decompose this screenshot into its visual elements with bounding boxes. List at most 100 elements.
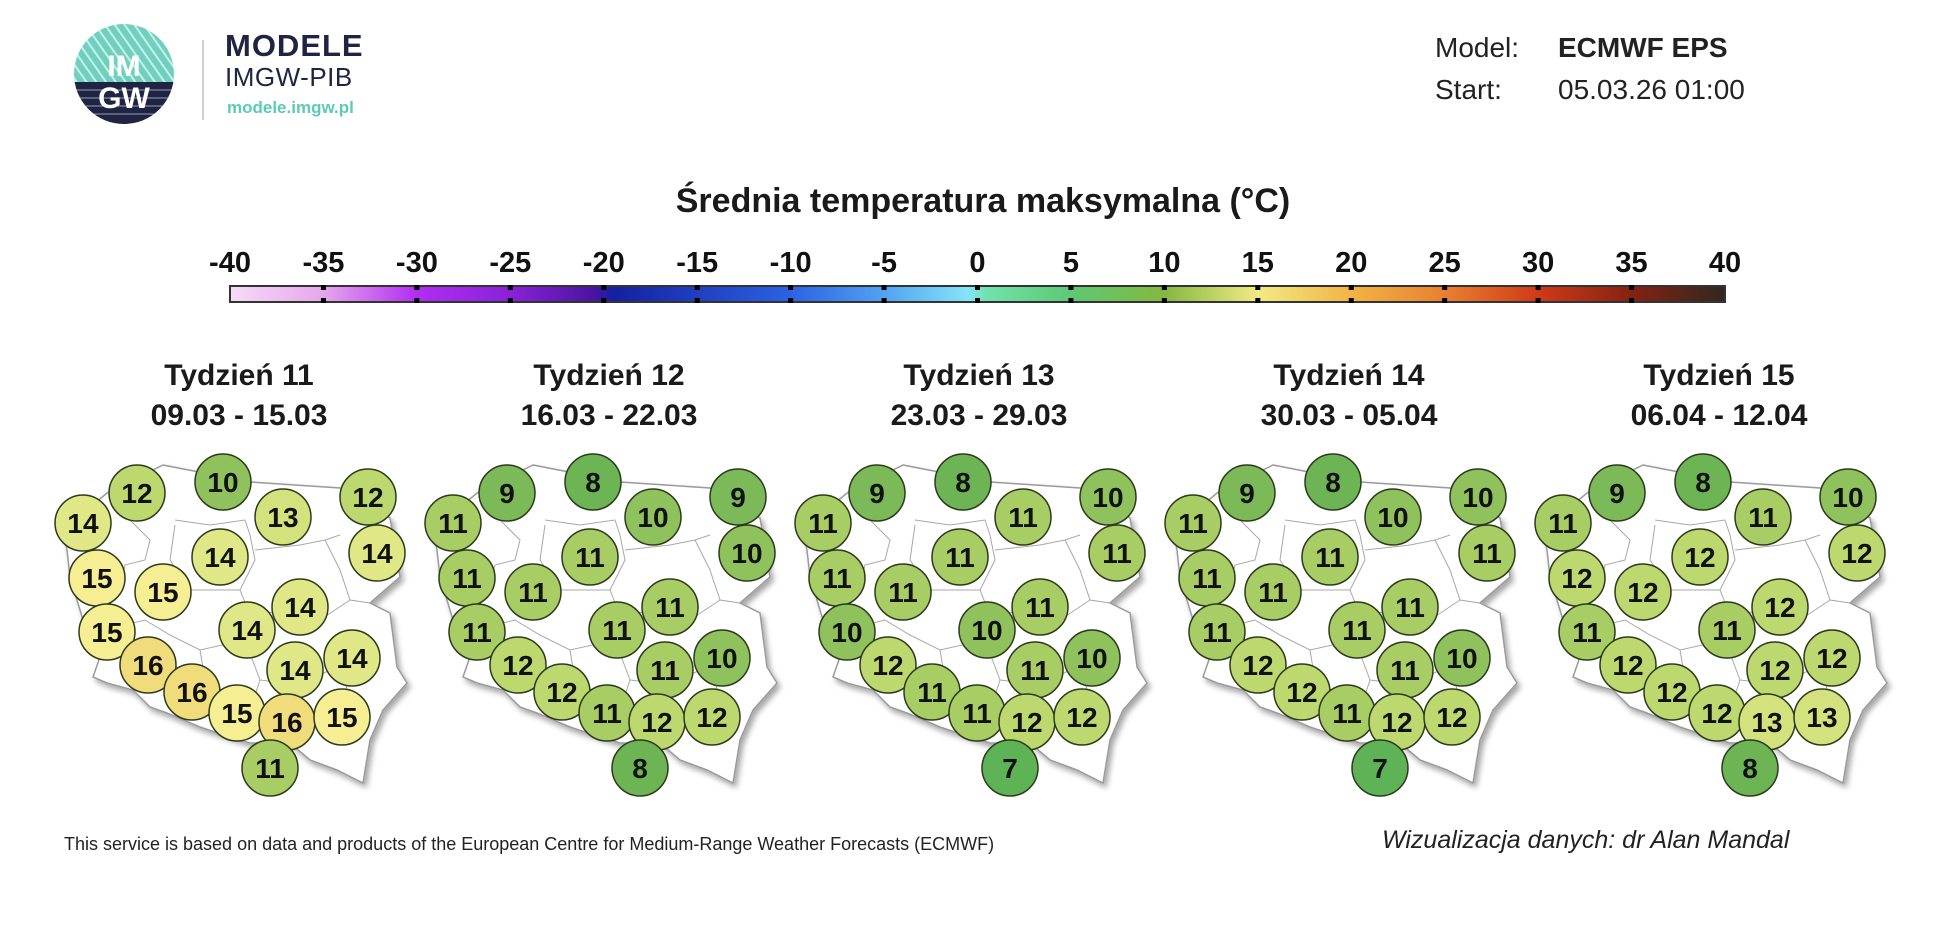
temperature-value: 12 [1066,702,1097,733]
temperature-marker: 9 [478,464,536,522]
colorbar-tick-label: -15 [676,247,718,279]
temperature-marker: 10 [1819,468,1877,526]
colorbar-tick [414,298,420,303]
colorbar-tick [1161,285,1167,290]
temperature-marker: 11 [1244,563,1302,621]
poland-map: 9 8 11 10 9 11 10 11 11 11 11 11 12 11 10 12 11 12 12 8 [424,453,778,797]
temperature-marker: 12 [1614,563,1672,621]
temperature-value: 16 [132,650,163,681]
temperature-marker: 11 [1534,494,1592,552]
brand-title: MODELE [225,28,364,63]
temperature-circle [1381,578,1439,636]
brand-url[interactable]: modele.imgw.pl [227,98,354,117]
colorbar-tick [1535,285,1541,290]
temperature-marker: 9 [1588,464,1646,522]
model-value: ECMWF EPS [1558,32,1728,63]
colorbar-tick-label: -35 [302,247,344,279]
colorbar-tick [320,285,326,290]
temperature-marker: 11 [241,739,299,797]
temperature-value: 12 [1684,542,1715,573]
temperature-value: 10 [1832,482,1863,513]
temperature-circle [1674,453,1732,511]
temperature-marker: 11 [1164,494,1222,552]
temperature-marker: 10 [1079,468,1137,526]
colorbar-tick [694,285,700,290]
region-border [1284,519,1361,536]
colorbar-tick [1535,298,1541,303]
colorbar-tick [975,285,980,290]
temperature-circle [1244,563,1302,621]
temperature-marker: 11 [1088,524,1146,582]
temperature-circle [504,563,562,621]
region-border [1804,539,1851,604]
temperature-marker: 15 [78,603,136,661]
colorbar-tick-label: 10 [1148,247,1180,279]
colorbar-tick [1255,285,1261,290]
poland-map: 9 8 11 10 10 11 11 11 11 11 11 11 12 11 10 12 11 12 12 7 [1164,453,1518,797]
temperature-value: 11 [808,508,838,539]
region-border [324,539,371,604]
temperature-marker: 11 [448,603,506,661]
temperature-value: 10 [637,502,668,533]
temperature-marker: 11 [1318,684,1376,742]
temperature-circle [1229,636,1287,694]
temperature-marker: 12 [1671,528,1729,586]
region-border [1734,534,1821,551]
temperature-value: 14 [279,655,311,686]
temperature-marker: 12 [1548,549,1606,607]
temperature-value: 11 [575,542,605,573]
week-title: Tydzień 13 [903,359,1055,392]
temperature-value: 15 [91,617,122,648]
temperature-marker: 10 [624,488,682,546]
temperature-circle [1011,578,1069,636]
colorbar-tick [601,298,607,303]
colorbar-tick [1348,298,1354,303]
temperature-circle [564,453,622,511]
colorbar-tick-label: 15 [1242,247,1274,279]
temperature-circle [1721,739,1779,797]
temperature-marker: 12 [533,663,591,721]
colorbar-tick [507,298,513,303]
temperature-circle [1803,629,1861,687]
week-title: Tydzień 15 [1643,359,1795,392]
temperature-circle [1079,468,1137,526]
temperature-circle [241,739,299,797]
temperature-value: 10 [831,617,862,648]
region-border [914,519,991,536]
colorbar-tick-label: -40 [209,247,251,279]
temperature-circle [561,528,619,586]
temperature-marker: 12 [108,464,166,522]
temperature-marker: 9 [848,464,906,522]
temperature-circle [994,488,1052,546]
colorbar-tick-label: 35 [1615,247,1647,279]
temperature-value: 11 [822,563,852,594]
temperature-circle [478,464,536,522]
region-border [624,534,711,551]
region-border [254,534,341,551]
temperature-marker: 14 [266,641,324,699]
temperature-marker: 10 [1063,629,1121,687]
temperature-circle [424,494,482,552]
temperature-value: 10 [1092,482,1123,513]
temperature-value: 13 [1751,707,1782,738]
temperature-marker: 11 [1178,549,1236,607]
colorbar-tick [788,298,794,303]
model-label: Model: [1435,32,1520,63]
temperature-value: 14 [336,643,368,674]
temperature-value: 11 [1102,538,1132,569]
temperature-circle [1328,601,1386,659]
temperature-value: 10 [207,467,238,498]
temperature-value: 8 [955,467,971,498]
temperature-marker: 10 [818,603,876,661]
temperature-value: 14 [284,592,316,623]
temperature-marker: 11 [1011,578,1069,636]
temperature-circle [1088,524,1146,582]
colorbar-tick-label: -20 [583,247,625,279]
temperature-marker: 11 [1188,603,1246,661]
week-dates: 30.03 - 05.04 [1260,399,1438,432]
temperature-value: 12 [1242,650,1273,681]
temperature-circle [108,464,166,522]
colorbar-tick [1255,298,1261,303]
temperature-value: 11 [1472,538,1502,569]
temperature-circle [1588,464,1646,522]
